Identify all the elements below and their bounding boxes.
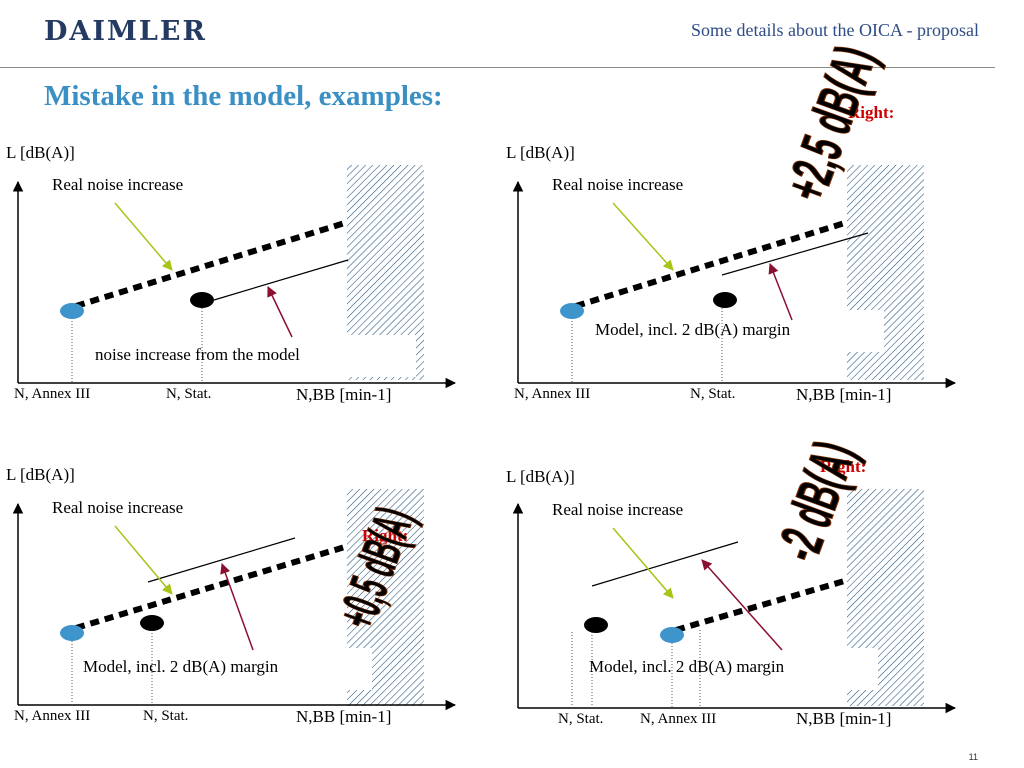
- tick-n-stat: N, Stat.: [143, 708, 188, 724]
- y-axis-label: L [dB(A)]: [506, 143, 575, 162]
- label-mask: [90, 335, 416, 377]
- model-label: Model, incl. 2 dB(A) margin: [589, 657, 785, 676]
- model-arrow: [220, 563, 254, 651]
- real-noise-arrow: [114, 202, 173, 271]
- tick-annex-iii: N, Annex III: [640, 711, 716, 727]
- stat-point: [584, 617, 608, 633]
- daimler-logo: DAIMLER: [44, 16, 207, 47]
- real-noise-line: [575, 219, 849, 309]
- panel-3: L [dB(A)] N, Annex III N, Stat. N,BB [mi…: [6, 465, 457, 726]
- x-axis-label: N,BB [min-1]: [296, 707, 391, 726]
- tick-annex-iii: N, Annex III: [514, 386, 590, 402]
- real-noise-arrow: [114, 525, 173, 595]
- real-noise-arrow: [612, 202, 674, 271]
- tick-n-stat: N, Stat.: [558, 711, 603, 727]
- y-axis-label: L [dB(A)]: [6, 143, 75, 162]
- header-subtitle: Some details about the OICA - proposal: [691, 20, 979, 40]
- model-arrow: [267, 286, 293, 338]
- annex-point: [60, 303, 84, 319]
- right-label: Right:: [362, 526, 408, 545]
- slide-title: Mistake in the model, examples:: [44, 80, 443, 112]
- model-line: [147, 537, 296, 583]
- real-noise-label: Real noise increase: [52, 498, 183, 517]
- real-noise-label: Real noise increase: [552, 500, 683, 519]
- stat-point: [140, 615, 164, 631]
- tick-n-stat: N, Stat.: [166, 386, 211, 402]
- model-line: [591, 541, 739, 587]
- x-axis-label: N,BB [min-1]: [796, 709, 891, 728]
- real-noise-line: [75, 219, 349, 309]
- annex-point: [60, 625, 84, 641]
- model-label: Model, incl. 2 dB(A) margin: [83, 657, 279, 676]
- label-mask: [78, 648, 372, 690]
- stat-point: [190, 292, 214, 308]
- annex-point: [660, 627, 684, 643]
- tick-annex-iii: N, Annex III: [14, 708, 90, 724]
- model-label: noise increase from the model: [95, 345, 300, 364]
- model-line: [721, 232, 869, 276]
- y-axis-label: L [dB(A)]: [6, 465, 75, 484]
- model-arrow: [701, 559, 783, 651]
- tick-annex-iii: N, Annex III: [14, 386, 90, 402]
- x-axis-label: N,BB [min-1]: [296, 385, 391, 404]
- page-number: 11: [968, 752, 978, 762]
- annex-point: [560, 303, 584, 319]
- model-label: Model, incl. 2 dB(A) margin: [595, 320, 791, 339]
- real-noise-label: Real noise increase: [52, 175, 183, 194]
- stat-point: [713, 292, 737, 308]
- real-noise-line: [675, 577, 849, 633]
- right-label: Right:: [848, 103, 894, 122]
- label-mask: [584, 648, 878, 690]
- real-noise-arrow: [612, 527, 674, 599]
- y-axis-label: L [dB(A)]: [506, 467, 575, 486]
- model-arrow: [768, 263, 793, 321]
- tick-n-stat: N, Stat.: [690, 386, 735, 402]
- real-noise-label: Real noise increase: [552, 175, 683, 194]
- panel-1: L [dB(A)] N, Annex III N, Stat. N,BB [mi…: [6, 143, 457, 404]
- model-line: [213, 259, 349, 301]
- header-divider: [0, 67, 995, 68]
- panel-2: L [dB(A)] N, Annex III N, Stat. N,BB [mi…: [506, 37, 957, 404]
- label-mask: [590, 310, 884, 352]
- right-label: Right:: [820, 457, 866, 476]
- x-axis-label: N,BB [min-1]: [796, 385, 891, 404]
- panel-4: L [dB(A)] N, Stat. N, Annex III N,BB [mi…: [506, 433, 957, 728]
- real-noise-line: [75, 543, 349, 631]
